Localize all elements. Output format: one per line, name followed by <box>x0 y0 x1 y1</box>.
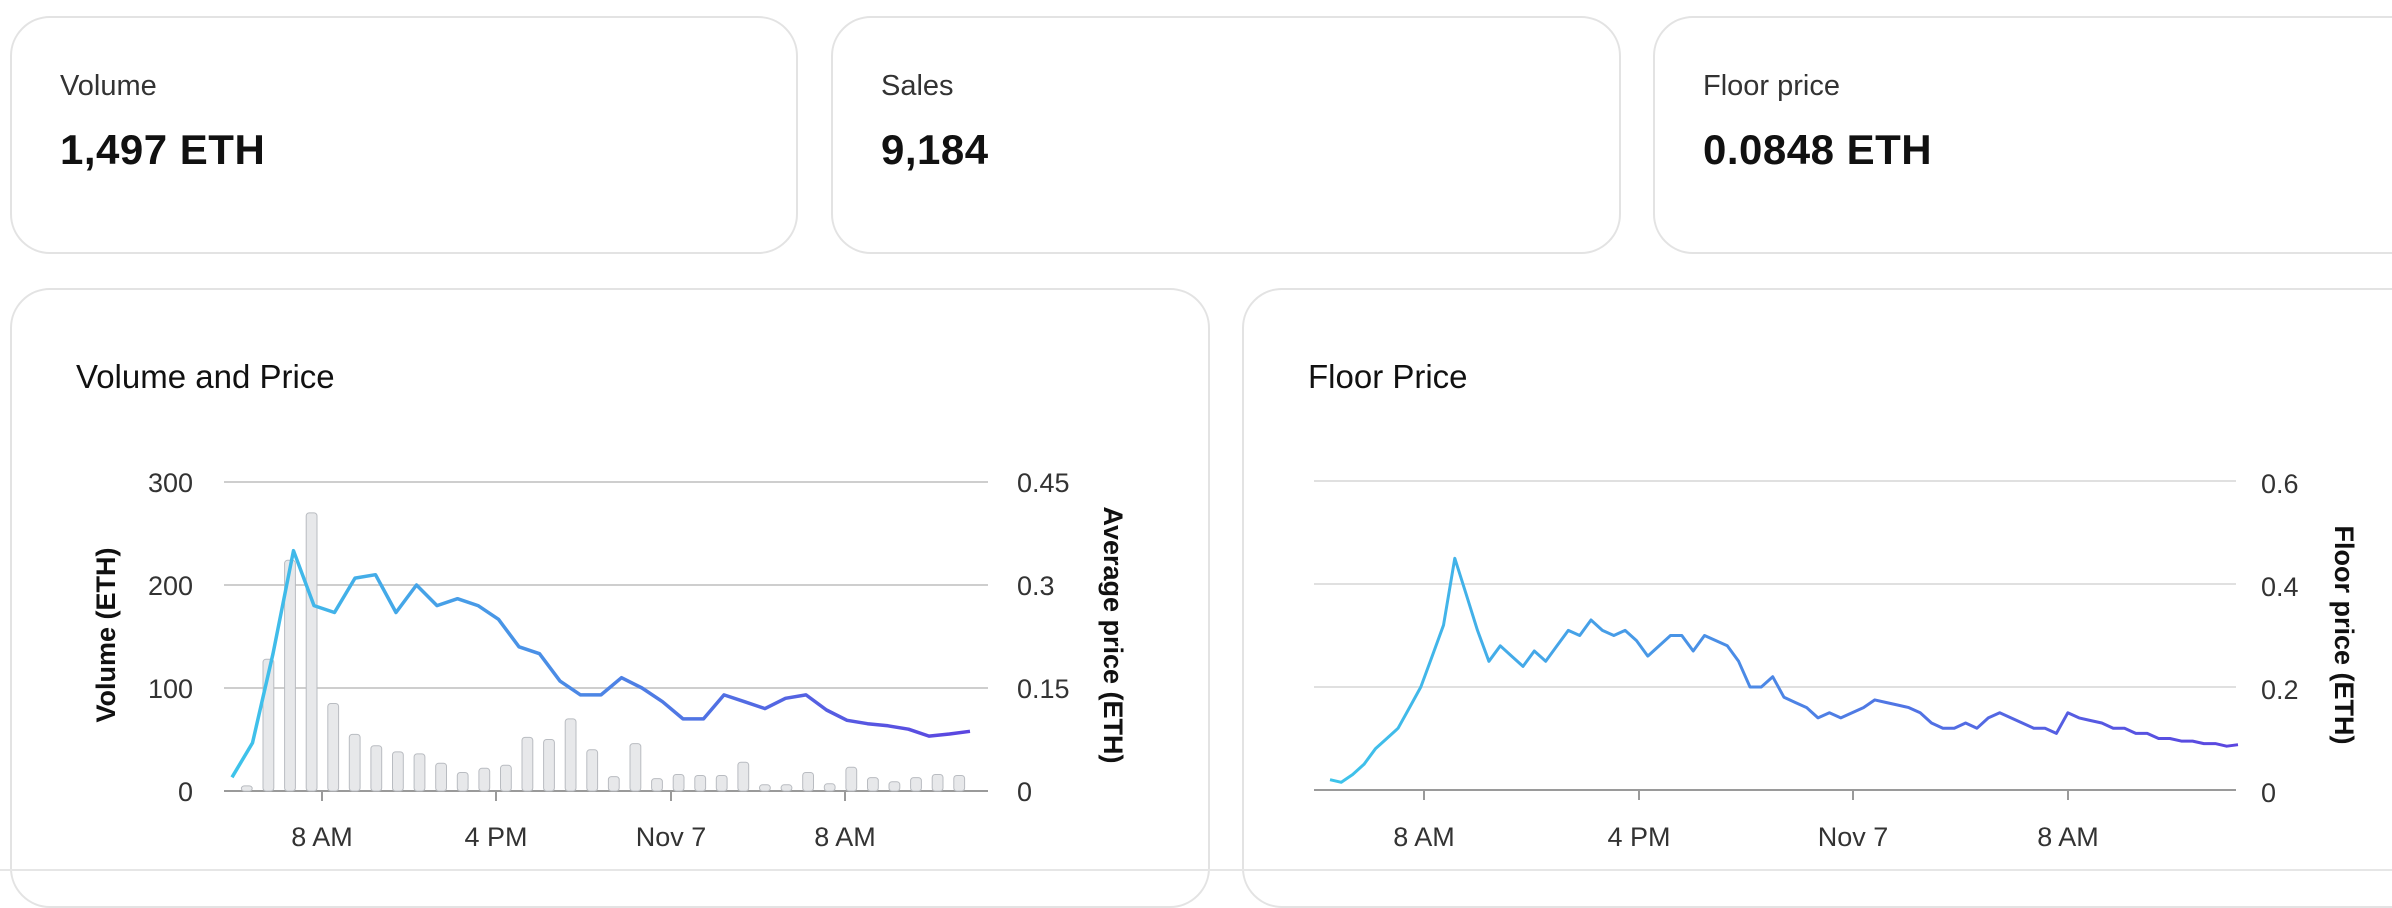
volume-bar <box>478 767 491 792</box>
volume-bar <box>715 775 728 792</box>
volume-bars <box>240 512 966 792</box>
volume-bar <box>305 512 318 792</box>
volume-bar <box>867 777 879 792</box>
x-tick-label: Nov 7 <box>636 822 707 852</box>
volume-bar <box>586 749 599 792</box>
y2-tick-label: 0.45 <box>1017 468 1070 498</box>
x-tick-label: 8 AM <box>814 822 876 852</box>
x-tick-label: 8 AM <box>2037 822 2099 852</box>
y2-tick-label: 0.6 <box>2261 469 2299 499</box>
charts-svg: 300 200 100 0 0.45 0.3 0.15 0 8 AM 4 PM … <box>91 468 2359 852</box>
volume-bar <box>694 775 707 792</box>
volume-bar <box>413 753 426 792</box>
volume-bar <box>651 778 663 792</box>
volume-bar <box>348 733 361 792</box>
volume-bar <box>759 784 771 792</box>
average-price-series-line <box>230 548 971 779</box>
y-tick-label: 200 <box>148 571 193 601</box>
volume-bar <box>629 743 642 792</box>
volume-bar <box>607 776 620 792</box>
y-tick-label: 300 <box>148 468 193 498</box>
floor-price-chart-card: Floor Price <box>1242 288 2392 908</box>
floor-chart-grid <box>1314 480 2236 791</box>
volume-bar <box>802 772 815 792</box>
y-tick-label: 100 <box>148 674 193 704</box>
volume-chart-x-ticks: 8 AM 4 PM Nov 7 8 AM <box>291 791 876 852</box>
volume-bar <box>327 703 340 792</box>
y-tick-label: 0 <box>178 777 193 807</box>
volume-bar <box>500 764 512 792</box>
x-tick-label: 4 PM <box>464 822 527 852</box>
volume-chart-y-ticks: 300 200 100 0 <box>148 468 193 807</box>
volume-bar <box>543 739 555 792</box>
stat-value: 0.0848 ETH <box>1703 126 1933 173</box>
stat-card-floor-price: Floor price 0.0848 ETH <box>1653 16 2392 254</box>
y2-tick-label: 0.4 <box>2261 572 2299 602</box>
stat-label: Floor price <box>1703 70 1840 102</box>
stat-value: 1,497 ETH <box>60 126 266 173</box>
y2-tick-label: 0 <box>1017 777 1032 807</box>
stat-card-sales: Sales 9,184 <box>831 16 1621 254</box>
x-tick-label: Nov 7 <box>1818 822 1889 852</box>
volume-bar <box>370 745 383 792</box>
floor-chart-x-ticks: 8 AM 4 PM Nov 7 8 AM <box>1393 790 2099 852</box>
volume-bar <box>672 774 685 792</box>
x-tick-label: 4 PM <box>1607 822 1670 852</box>
y2-tick-label: 0.15 <box>1017 674 1070 704</box>
floor-price-series-line <box>1329 556 2239 784</box>
y2-axis-label: Floor price (ETH) <box>2329 525 2359 744</box>
volume-bar <box>456 772 469 792</box>
x-tick-label: 8 AM <box>1393 822 1455 852</box>
stat-label: Sales <box>881 70 954 102</box>
volume-bar <box>823 783 836 792</box>
volume-bar <box>888 781 901 792</box>
floor-price-line <box>1329 556 2239 784</box>
volume-bar <box>931 774 944 792</box>
volume-bar <box>910 777 922 792</box>
volume-bar <box>521 736 534 792</box>
volume-bar <box>392 751 404 792</box>
chart-title: Floor Price <box>1308 358 1468 395</box>
y-axis-label: Volume (ETH) <box>91 548 121 723</box>
y2-tick-label: 0.2 <box>2261 675 2299 705</box>
y2-tick-label: 0.3 <box>1017 571 1055 601</box>
y2-axis-label: Average price (ETH) <box>1098 506 1128 763</box>
volume-bar <box>737 761 750 792</box>
stat-card-volume: Volume 1,497 ETH <box>10 16 798 254</box>
volume-price-chart-card: Volume and Price <box>10 288 1210 908</box>
floor-chart-y2-ticks: 0.6 0.4 0.2 0 <box>2261 469 2299 808</box>
volume-bar <box>780 784 793 792</box>
stat-label: Volume <box>60 70 157 102</box>
volume-bar <box>564 718 577 792</box>
volume-chart-y2-ticks: 0.45 0.3 0.15 0 <box>1017 468 1070 807</box>
volume-bar <box>240 785 253 792</box>
chart-title: Volume and Price <box>76 358 335 395</box>
average-price-line <box>230 548 971 779</box>
page-bottom-divider <box>0 869 2392 871</box>
volume-bar <box>435 762 448 792</box>
y2-tick-label: 0 <box>2261 778 2276 808</box>
stat-value: 9,184 <box>881 126 989 173</box>
volume-bar <box>953 775 966 792</box>
x-tick-label: 8 AM <box>291 822 353 852</box>
volume-bar <box>845 766 858 792</box>
